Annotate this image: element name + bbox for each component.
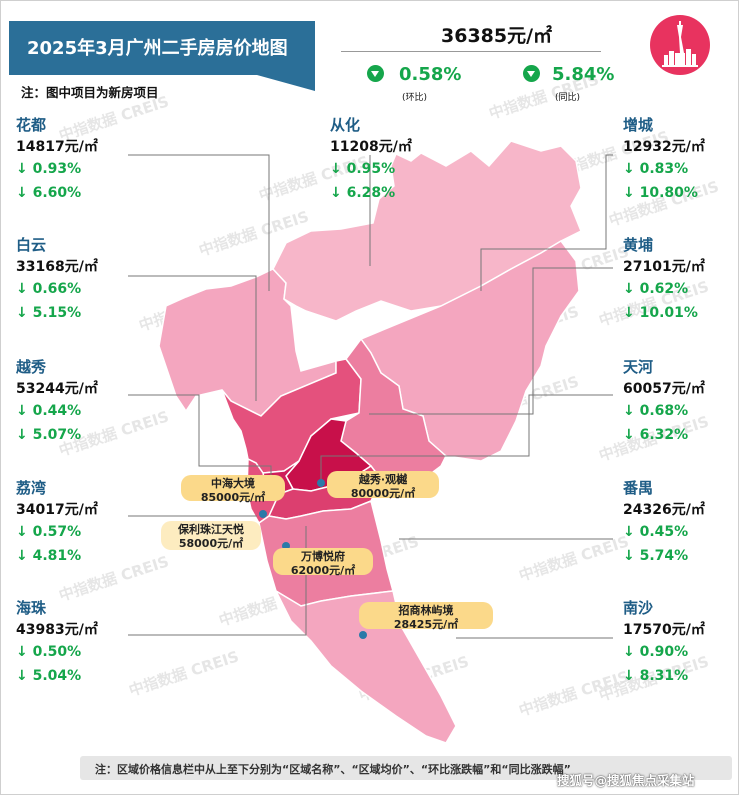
map-note: 注：图中项目为新房项目 bbox=[21, 85, 159, 100]
district-mom-change: ↓ 0.50% bbox=[16, 644, 82, 660]
source-credit: 搜狐号@搜狐焦点采集站 bbox=[557, 773, 695, 788]
project-name: 保利珠江天悦 bbox=[178, 523, 244, 536]
district-name: 花都 bbox=[16, 116, 47, 134]
district-avg-price: 53244元/㎡ bbox=[16, 381, 98, 397]
district-avg-price: 43983元/㎡ bbox=[16, 622, 98, 638]
project-name: 越秀·观樾 bbox=[358, 473, 408, 486]
leader-line-yuexiu bbox=[128, 394, 272, 483]
project-price: 62000元/㎡ bbox=[290, 564, 356, 577]
district-avg-price: 24326元/㎡ bbox=[623, 502, 705, 518]
project-name: 万博悦府 bbox=[301, 550, 345, 563]
district-mom-change: ↓ 0.66% bbox=[16, 281, 82, 297]
district-name: 海珠 bbox=[16, 599, 47, 617]
project-price: 85000元/㎡ bbox=[200, 491, 266, 504]
district-name: 从化 bbox=[330, 116, 361, 134]
project-location-dot bbox=[317, 479, 325, 487]
district-avg-price: 12932元/㎡ bbox=[623, 139, 705, 155]
summary-divider bbox=[341, 51, 601, 52]
canton-tower-icon bbox=[650, 15, 710, 75]
project-price: 58000元/㎡ bbox=[178, 537, 244, 550]
district-name: 黄埔 bbox=[623, 236, 654, 254]
district-yoy-change: ↓ 5.04% bbox=[16, 668, 82, 684]
watermark-text: 中指数据 CREIS bbox=[127, 647, 241, 699]
district-mom-change: ↓ 0.45% bbox=[623, 524, 689, 540]
district-yoy-change: ↓ 10.80% bbox=[623, 185, 698, 201]
district-yoy-change: ↓ 5.07% bbox=[16, 427, 82, 443]
project-location-dot bbox=[359, 631, 367, 639]
project-name: 中海大境 bbox=[211, 477, 255, 490]
district-yoy-change: ↓ 5.15% bbox=[16, 305, 82, 321]
district-yoy-change: ↓ 8.31% bbox=[623, 668, 689, 684]
project-label: 招商林屿境 28425元/㎡ bbox=[359, 602, 493, 631]
title-banner bbox=[9, 21, 315, 75]
leader-line-tianhe bbox=[320, 394, 613, 479]
district-region-conghua bbox=[272, 140, 582, 322]
district-region-nansha bbox=[274, 589, 457, 744]
project-price: 28425元/㎡ bbox=[393, 618, 459, 631]
leader-line-baiyun bbox=[128, 275, 257, 401]
project-location-dot bbox=[259, 510, 267, 518]
footer-note-bar bbox=[80, 756, 732, 780]
district-mom-change: ↓ 0.62% bbox=[623, 281, 689, 297]
district-avg-price: 34017元/㎡ bbox=[16, 502, 98, 518]
project-price: 80000元/㎡ bbox=[350, 487, 416, 500]
district-name: 天河 bbox=[623, 358, 654, 376]
district-yoy-change: ↓ 6.60% bbox=[16, 185, 82, 201]
leader-line-huangpu bbox=[369, 267, 613, 415]
leader-lines bbox=[128, 154, 613, 639]
district-name: 越秀 bbox=[16, 358, 47, 376]
city-yoy-change: 5.84% bbox=[552, 64, 615, 85]
district-name: 增城 bbox=[623, 116, 654, 134]
district-avg-price: 17570元/㎡ bbox=[623, 622, 705, 638]
district-mom-change: ↓ 0.95% bbox=[330, 161, 396, 177]
district-mom-change: ↓ 0.57% bbox=[16, 524, 82, 540]
district-avg-price: 11208元/㎡ bbox=[330, 139, 412, 155]
district-yoy-change: ↓ 5.74% bbox=[623, 548, 689, 564]
leader-line-huadu bbox=[128, 154, 270, 291]
district-yoy-change: ↓ 4.81% bbox=[16, 548, 82, 564]
district-yoy-change: ↓ 6.28% bbox=[330, 185, 396, 201]
project-label: 保利珠江天悦 58000元/㎡ bbox=[161, 521, 261, 550]
down-triangle-icon bbox=[367, 65, 384, 82]
district-name: 番禺 bbox=[623, 479, 654, 497]
city-mom-label: (环比) bbox=[402, 93, 428, 103]
project-label: 越秀·观樾 80000元/㎡ bbox=[327, 471, 439, 500]
project-label: 中海大境 85000元/㎡ bbox=[181, 475, 285, 504]
city-mom-change: 0.58% bbox=[399, 64, 462, 85]
district-mom-change: ↓ 0.68% bbox=[623, 403, 689, 419]
city-average-price: 36385元/㎡ bbox=[441, 25, 553, 47]
district-name: 南沙 bbox=[623, 599, 654, 617]
page-title: 2025年3月广州二手房房价地图 bbox=[27, 38, 288, 59]
project-name: 招商林屿境 bbox=[398, 604, 454, 617]
district-mom-change: ↓ 0.90% bbox=[623, 644, 689, 660]
district-avg-price: 60057元/㎡ bbox=[623, 381, 705, 397]
project-label: 万博悦府 62000元/㎡ bbox=[273, 548, 373, 577]
district-mom-change: ↓ 0.44% bbox=[16, 403, 82, 419]
footer-note: 注：区域价格信息栏中从上至下分别为“区域名称”、“区域均价”、“环比涨跌幅”和“… bbox=[95, 763, 571, 776]
district-name: 荔湾 bbox=[16, 479, 47, 497]
district-region-huadu bbox=[158, 268, 337, 417]
district-mom-change: ↓ 0.83% bbox=[623, 161, 689, 177]
district-yoy-change: ↓ 6.32% bbox=[623, 427, 689, 443]
district-name: 白云 bbox=[16, 236, 47, 254]
down-triangle-icon bbox=[523, 65, 540, 82]
city-yoy-label: (同比) bbox=[555, 93, 581, 103]
district-yoy-change: ↓ 10.01% bbox=[623, 305, 698, 321]
district-avg-price: 14817元/㎡ bbox=[16, 139, 98, 155]
watermark-text: 中指数据 CREIS bbox=[517, 532, 631, 584]
district-avg-price: 27101元/㎡ bbox=[623, 259, 705, 275]
leader-line-zengcheng bbox=[480, 154, 613, 291]
district-mom-change: ↓ 0.93% bbox=[16, 161, 82, 177]
district-avg-price: 33168元/㎡ bbox=[16, 259, 98, 275]
title-banner-tail bbox=[257, 75, 315, 91]
